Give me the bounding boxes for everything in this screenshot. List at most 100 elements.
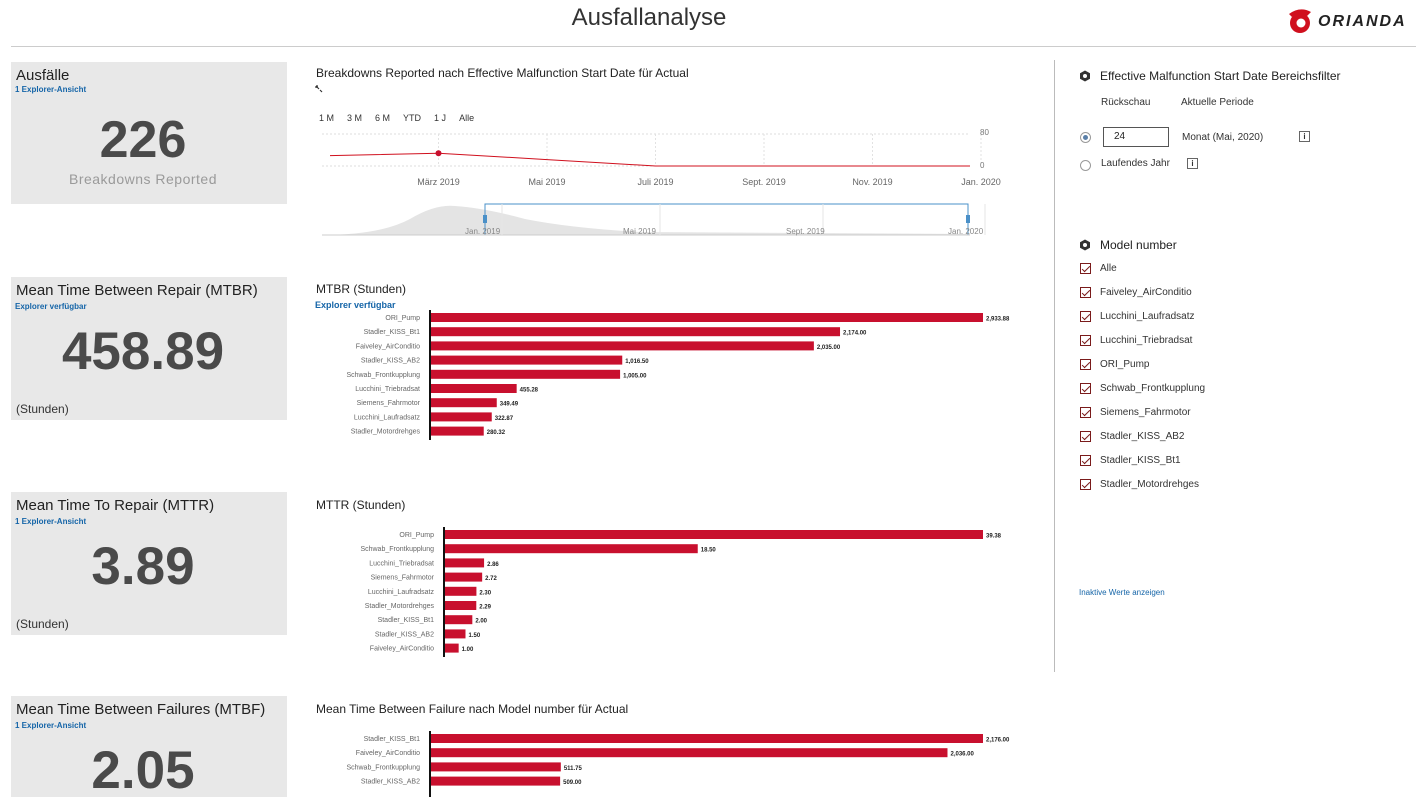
bar[interactable] bbox=[431, 748, 948, 758]
ytd-radio[interactable] bbox=[1080, 160, 1091, 171]
checkbox-checked-icon[interactable] bbox=[1080, 478, 1091, 490]
checkbox-checked-icon[interactable] bbox=[1080, 286, 1091, 298]
drill-icon[interactable] bbox=[314, 84, 326, 94]
range-button[interactable]: 6 M bbox=[375, 113, 391, 123]
bar[interactable] bbox=[431, 369, 621, 379]
explorer-link[interactable]: Explorer verfügbar bbox=[15, 302, 87, 311]
navigator-handle-left[interactable] bbox=[483, 215, 487, 223]
bar[interactable] bbox=[445, 629, 466, 639]
bar[interactable] bbox=[445, 558, 485, 568]
bar-value-label: 2.72 bbox=[485, 576, 497, 582]
info-icon[interactable]: i bbox=[1299, 131, 1310, 142]
filter-icon bbox=[1080, 70, 1090, 82]
bar[interactable] bbox=[445, 601, 477, 610]
checkbox-checked-icon[interactable] bbox=[1080, 358, 1091, 370]
bar[interactable] bbox=[445, 572, 483, 582]
checkbox-item[interactable]: Alle bbox=[1080, 260, 1117, 276]
checkbox-checked-icon[interactable] bbox=[1080, 334, 1091, 346]
bar-value-label: 455.28 bbox=[520, 388, 539, 394]
timeline-highlight-point[interactable] bbox=[435, 150, 442, 157]
bar-category-label: Stadler_Motordrehges bbox=[365, 603, 435, 610]
checkbox-checked-icon[interactable] bbox=[1080, 454, 1091, 466]
explorer-link[interactable]: 1 Explorer-Ansicht bbox=[15, 85, 87, 94]
bar[interactable] bbox=[445, 586, 477, 596]
checkbox-checked-icon[interactable] bbox=[1080, 262, 1091, 274]
checkbox-item[interactable]: Schwab_Frontkupplung bbox=[1080, 380, 1205, 396]
bar-value-label: 2,176.00 bbox=[986, 738, 1010, 744]
bar[interactable] bbox=[431, 762, 561, 772]
checkbox-checked-icon[interactable] bbox=[1080, 406, 1091, 418]
range-button[interactable]: 3 M bbox=[347, 113, 363, 123]
checkbox-item[interactable]: Stadler_KISS_AB2 bbox=[1080, 428, 1185, 444]
checkbox-item[interactable]: ORI_Pump bbox=[1080, 356, 1149, 372]
checkbox-item[interactable]: Lucchini_Laufradsatz bbox=[1080, 308, 1195, 324]
kpi-value: 3.89 bbox=[91, 537, 195, 596]
bar[interactable] bbox=[431, 426, 484, 436]
bar[interactable] bbox=[431, 313, 983, 322]
mtbf-bar-chart[interactable]: Stadler_KISS_Bt1 2,176.00 Faiveley_AirCond… bbox=[300, 731, 1020, 797]
model-filter-title: Model number bbox=[1100, 238, 1177, 252]
bar-value-label: 18.50 bbox=[701, 548, 717, 554]
mtbr-bar-chart[interactable]: ORI_Pump 2,933.88 Stadler_KISS_Bt1 2,174.00… bbox=[300, 310, 1020, 440]
bar[interactable] bbox=[431, 776, 561, 786]
checkbox-checked-icon[interactable] bbox=[1080, 382, 1091, 394]
checkbox-item[interactable]: Siemens_Fahrmotor bbox=[1080, 404, 1191, 420]
checkbox-item[interactable]: Stadler_Motordrehges bbox=[1080, 476, 1199, 492]
kpi-tile-breakdowns[interactable]: Ausfälle 1 Explorer-Ansicht 226 Breakdow… bbox=[11, 62, 287, 204]
show-inactive-values-link[interactable]: Inaktive Werte anzeigen bbox=[1079, 588, 1165, 597]
bar-category-label: Faiveley_AirConditio bbox=[356, 750, 420, 757]
checkbox-checked-icon[interactable] bbox=[1080, 310, 1091, 322]
info-icon[interactable]: i bbox=[1187, 158, 1198, 169]
explorer-link[interactable]: 1 Explorer-Ansicht bbox=[15, 517, 87, 526]
explorer-link[interactable]: 1 Explorer-Ansicht bbox=[15, 721, 87, 730]
lookback-label: Rückschau bbox=[1101, 97, 1151, 108]
bar[interactable] bbox=[431, 341, 814, 351]
kpi-value: 2.05 bbox=[91, 741, 195, 797]
bar[interactable] bbox=[445, 544, 698, 554]
bar[interactable] bbox=[431, 327, 841, 337]
range-button[interactable]: YTD bbox=[403, 113, 422, 123]
range-button[interactable]: 1 J bbox=[434, 113, 447, 123]
range-button[interactable]: Alle bbox=[459, 113, 475, 123]
bar[interactable] bbox=[445, 615, 473, 625]
checkbox-label: Lucchini_Laufradsatz bbox=[1100, 310, 1195, 322]
navigator-tick-label: Mai 2019 bbox=[623, 227, 656, 236]
checkbox-label: ORI_Pump bbox=[1100, 358, 1150, 370]
mttr-bar-chart[interactable]: ORI_Pump 39.38 Schwab_Frontkupplung 18.50 Lu… bbox=[300, 527, 1020, 657]
bar[interactable] bbox=[431, 398, 497, 408]
timeline-chart[interactable]: 80 0 März 2019 Mai 2019 Juli 2019 Sept. 201… bbox=[310, 124, 1010, 239]
checkbox-checked-icon[interactable] bbox=[1080, 430, 1091, 442]
explorer-link[interactable]: Explorer verfügbar bbox=[315, 300, 396, 310]
checkbox-label: Stadler_KISS_AB2 bbox=[1100, 430, 1185, 442]
timeline-series-line bbox=[329, 152, 970, 167]
kpi-tile-mttr[interactable]: Mean Time To Repair (MTTR) 1 Explorer-An… bbox=[11, 492, 287, 635]
bar[interactable] bbox=[445, 643, 459, 653]
bar-value-label: 2.00 bbox=[475, 619, 487, 625]
bar-category-label: Siemens_Fahrmotor bbox=[357, 400, 421, 407]
checkbox-item[interactable]: Lucchini_Triebradsat bbox=[1080, 332, 1192, 348]
bar[interactable] bbox=[431, 384, 517, 393]
navigator-tick-label: Jan. 2020 bbox=[948, 227, 984, 236]
kpi-tile-mtbf[interactable]: Mean Time Between Failures (MTBF) 1 Expl… bbox=[11, 696, 287, 797]
navigator-handle-right[interactable] bbox=[966, 215, 970, 223]
mttr-chart-title: MTTR (Stunden) bbox=[316, 498, 406, 512]
checkbox-item[interactable]: Faiveley_AirConditio bbox=[1080, 284, 1192, 300]
bar[interactable] bbox=[431, 734, 983, 743]
bar[interactable] bbox=[431, 412, 492, 422]
range-button[interactable]: 1 M bbox=[319, 113, 335, 123]
checkbox-label: Siemens_Fahrmotor bbox=[1100, 406, 1191, 418]
bar-value-label: 322.87 bbox=[495, 416, 514, 422]
kpi-title: Mean Time To Repair (MTTR) bbox=[16, 497, 215, 514]
filter-icon bbox=[1080, 239, 1090, 251]
navigator-area bbox=[322, 205, 970, 235]
kpi-unit: (Stunden) bbox=[16, 617, 69, 631]
bar[interactable] bbox=[445, 530, 983, 539]
kpi-title: Mean Time Between Repair (MTBR) bbox=[16, 282, 258, 299]
bar[interactable] bbox=[431, 355, 623, 365]
checkbox-label: Faiveley_AirConditio bbox=[1100, 286, 1192, 298]
lookback-months-input[interactable]: 24 bbox=[1103, 127, 1169, 147]
lookback-radio[interactable] bbox=[1080, 132, 1091, 143]
bar-value-label: 280.32 bbox=[487, 430, 506, 436]
kpi-tile-mtbr[interactable]: Mean Time Between Repair (MTBR) Explorer… bbox=[11, 277, 287, 420]
checkbox-item[interactable]: Stadler_KISS_Bt1 bbox=[1080, 452, 1181, 468]
